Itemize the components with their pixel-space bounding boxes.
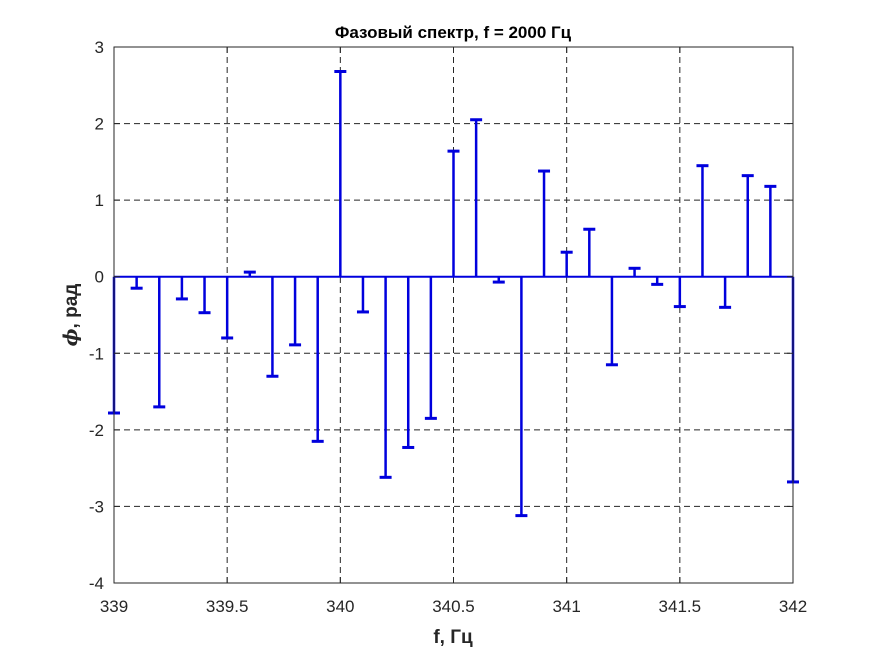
y-tick-label: -4 (89, 574, 104, 593)
y-tick-label: -1 (89, 344, 104, 363)
y-tick-label: -3 (89, 497, 104, 516)
x-axis-ticks: 339 339.5 340 340.5 341 341.5 342 (100, 47, 807, 616)
y-axis-label-text: , рад (61, 284, 82, 329)
y-tick-label: 1 (95, 191, 104, 210)
y-axis-ticks: -4 -3 -2 -1 0 1 2 3 (89, 38, 793, 593)
y-tick-label: 2 (95, 115, 104, 134)
y-tick-label: 0 (95, 268, 104, 287)
x-tick-label: 340 (326, 597, 354, 616)
y-tick-label: 3 (95, 38, 104, 57)
x-tick-label: 339 (100, 597, 128, 616)
x-tick-label: 342 (779, 597, 807, 616)
x-tick-label: 339.5 (206, 597, 249, 616)
x-tick-label: 341.5 (659, 597, 702, 616)
phi-symbol: ϕ (60, 328, 82, 346)
y-tick-label: -2 (89, 421, 104, 440)
chart-title: Фазовый спектр, f = 2000 Гц (335, 23, 572, 42)
x-axis-label: f, Гц (433, 627, 473, 648)
y-axis-label: ϕ, рад (60, 284, 82, 347)
x-tick-label: 341 (552, 597, 580, 616)
x-tick-label: 340.5 (432, 597, 475, 616)
